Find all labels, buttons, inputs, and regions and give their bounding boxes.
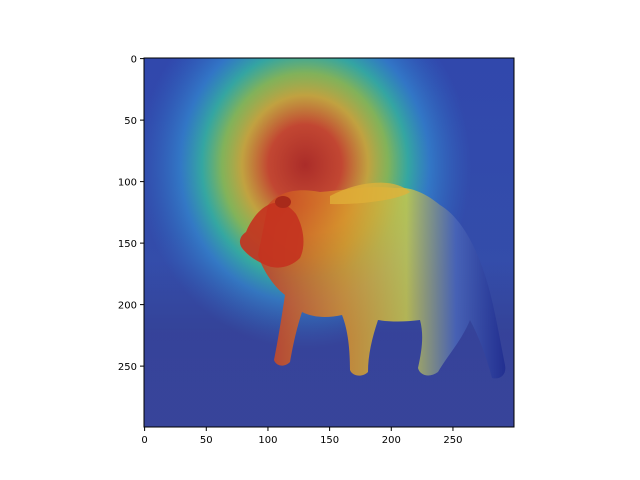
bear-ear (275, 196, 291, 208)
x-tick-label: 100 (258, 435, 277, 446)
y-tick-label: 250 (118, 362, 137, 373)
image-area (144, 58, 514, 427)
bear-body (258, 187, 506, 379)
y-tick-label: 200 (118, 301, 137, 312)
x-tick-label: 250 (443, 435, 462, 446)
bear (239, 182, 506, 379)
y-tick-label: 0 (131, 55, 137, 66)
x-tick-label: 200 (382, 435, 401, 446)
bear-hump (330, 182, 410, 205)
x-tick-label: 50 (200, 435, 213, 446)
y-tick-label: 150 (118, 239, 137, 250)
x-tick-label: 150 (320, 435, 339, 446)
y-axis: 0 50 100 150 200 250 (118, 55, 144, 373)
x-tick-label: 0 (141, 435, 147, 446)
y-tick-label: 100 (118, 178, 137, 189)
bear-head (239, 202, 304, 268)
x-axis: 0 50 100 150 200 250 (141, 427, 462, 446)
y-tick-label: 50 (124, 116, 137, 127)
axes-frame (143, 57, 515, 428)
